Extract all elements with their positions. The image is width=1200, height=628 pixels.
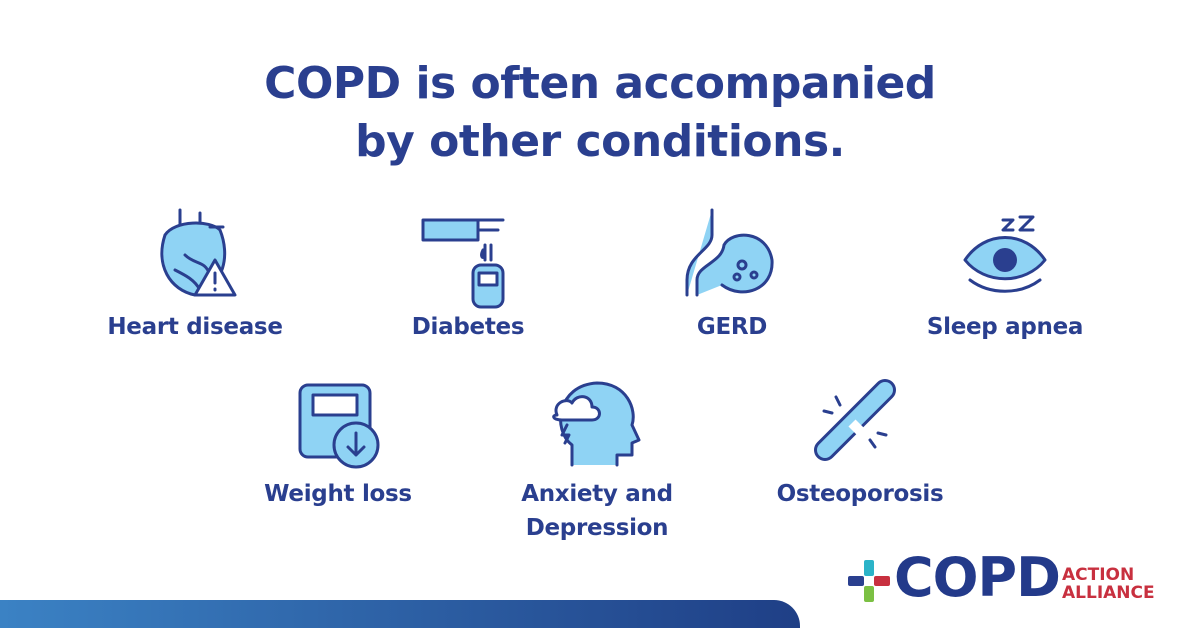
condition-label: Sleep apnea (926, 314, 1084, 340)
icon-shape (968, 278, 1042, 293)
title-line: by other conditions. (355, 116, 845, 167)
condition-label: Heart disease (107, 314, 283, 340)
icon-shape (178, 208, 225, 229)
icon-shape (421, 218, 480, 242)
condition-icon (421, 218, 505, 309)
icon-shape (476, 218, 505, 232)
icon-shape (559, 381, 641, 467)
condition-icon (963, 215, 1047, 293)
condition-label: Anxiety and Depression (521, 481, 673, 541)
condition-icon (160, 208, 237, 297)
condition-label: Diabetes (411, 314, 525, 340)
icon-shape (346, 431, 366, 457)
icon-shape (822, 395, 888, 449)
condition-icon (685, 208, 774, 297)
icon-shape (1001, 215, 1035, 232)
icon-shape (749, 270, 759, 280)
condition-icon (298, 383, 380, 469)
logo-line: ACTION (1062, 565, 1135, 585)
title-line: COPD is often accompanied (264, 58, 936, 109)
condition-icon (552, 381, 641, 467)
footer-bar (0, 600, 800, 628)
condition-label: Osteoporosis (776, 481, 944, 507)
logo-part (864, 560, 874, 576)
icon-shape (552, 395, 601, 422)
logo-line: ALLIANCE (1062, 583, 1155, 603)
logo-part (874, 576, 890, 586)
icon-shape (477, 271, 499, 287)
logo-icon (848, 560, 890, 602)
icon-shape (848, 419, 866, 437)
icon-shape (732, 272, 742, 282)
icon-shape (736, 259, 748, 271)
logo-name: COPD (894, 546, 1061, 609)
icon-shape (311, 393, 359, 417)
condition-label: GERD (696, 314, 768, 340)
icon-shape (685, 208, 774, 297)
icon-shape (993, 248, 1017, 272)
condition-label: Weight loss (264, 481, 412, 507)
logo-part (848, 576, 864, 586)
condition-icon (814, 379, 896, 461)
logo-part (864, 586, 874, 602)
icon-shape (483, 243, 493, 262)
icon-shape (560, 423, 571, 445)
